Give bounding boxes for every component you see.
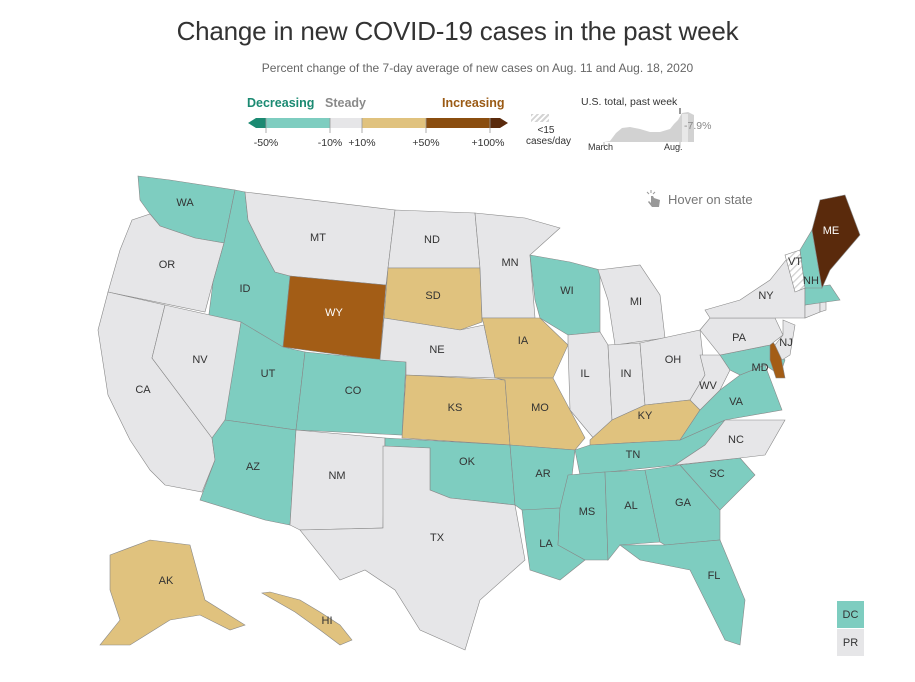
state-or[interactable] bbox=[107, 213, 225, 313]
legend-bin-increase-strong bbox=[426, 118, 490, 128]
state-ak[interactable] bbox=[99, 539, 246, 646]
state-hi[interactable] bbox=[261, 591, 353, 646]
legend-bin-steady bbox=[330, 118, 362, 128]
territory-dc[interactable]: DC bbox=[837, 601, 864, 628]
state-tx[interactable] bbox=[299, 445, 526, 651]
sparkline-x-start: March bbox=[588, 142, 614, 152]
legend-tick: +100% bbox=[471, 137, 505, 149]
legend-low-cases-label: <15 cases/day bbox=[526, 125, 572, 147]
legend-bin-increase-very-strong bbox=[490, 118, 500, 128]
chart-title: Change in new COVID-19 cases in the past… bbox=[176, 16, 739, 46]
sparkline-x-end: Aug. bbox=[664, 142, 683, 152]
hover-hint: Hover on state bbox=[646, 190, 753, 208]
legend-tick: +10% bbox=[348, 137, 376, 149]
legend-decreasing-label: Decreasing bbox=[247, 96, 315, 110]
state-nd[interactable] bbox=[387, 209, 481, 269]
state-ri[interactable] bbox=[819, 301, 827, 313]
legend-tick: -50% bbox=[253, 137, 279, 149]
chart-subtitle: Percent change of the 7-day average of n… bbox=[261, 61, 694, 75]
state-fl[interactable] bbox=[619, 539, 746, 646]
state-sd[interactable] bbox=[383, 267, 483, 331]
sparkline-change: -7.9% bbox=[684, 120, 712, 132]
state-wy[interactable] bbox=[282, 275, 387, 361]
state-nc[interactable] bbox=[674, 419, 786, 466]
hover-hint-label: Hover on state bbox=[668, 191, 753, 207]
sparkline-past-week bbox=[682, 114, 688, 142]
pointer-hand-icon bbox=[646, 190, 660, 207]
sparkline-title: U.S. total, past week bbox=[581, 96, 678, 108]
legend-bin-decrease-strong bbox=[256, 118, 266, 128]
legend-low-cases-swatch bbox=[531, 114, 549, 122]
state-me[interactable] bbox=[811, 194, 861, 290]
legend-bin-increase bbox=[362, 118, 426, 128]
state-ne[interactable] bbox=[379, 317, 496, 379]
state-mi[interactable] bbox=[597, 264, 666, 346]
legend-increasing-label: Increasing bbox=[442, 96, 505, 110]
state-ks[interactable] bbox=[401, 374, 511, 446]
state-co[interactable] bbox=[295, 351, 407, 436]
state-nj[interactable] bbox=[774, 319, 796, 361]
state-az[interactable] bbox=[199, 419, 297, 526]
legend-tick: -10% bbox=[317, 137, 343, 149]
state-mo[interactable] bbox=[494, 377, 586, 451]
legend-bin-decrease bbox=[266, 118, 330, 128]
legend-tick: +50% bbox=[412, 137, 440, 149]
legend-arrow-right bbox=[500, 118, 508, 128]
state-ms[interactable] bbox=[557, 471, 609, 561]
state-al[interactable] bbox=[604, 469, 661, 561]
sparkline-area bbox=[604, 112, 694, 142]
territory-pr[interactable]: PR bbox=[837, 629, 864, 656]
legend-color-scale bbox=[248, 118, 508, 133]
legend-arrow-left bbox=[248, 118, 256, 128]
state-mn[interactable] bbox=[474, 212, 561, 319]
sparkline bbox=[603, 108, 694, 148]
state-ma[interactable] bbox=[804, 284, 841, 306]
legend: Decreasing Steady Increasing -50% -10% +… bbox=[244, 94, 714, 154]
legend-steady-label: Steady bbox=[325, 96, 366, 110]
state-nm[interactable] bbox=[289, 429, 386, 531]
